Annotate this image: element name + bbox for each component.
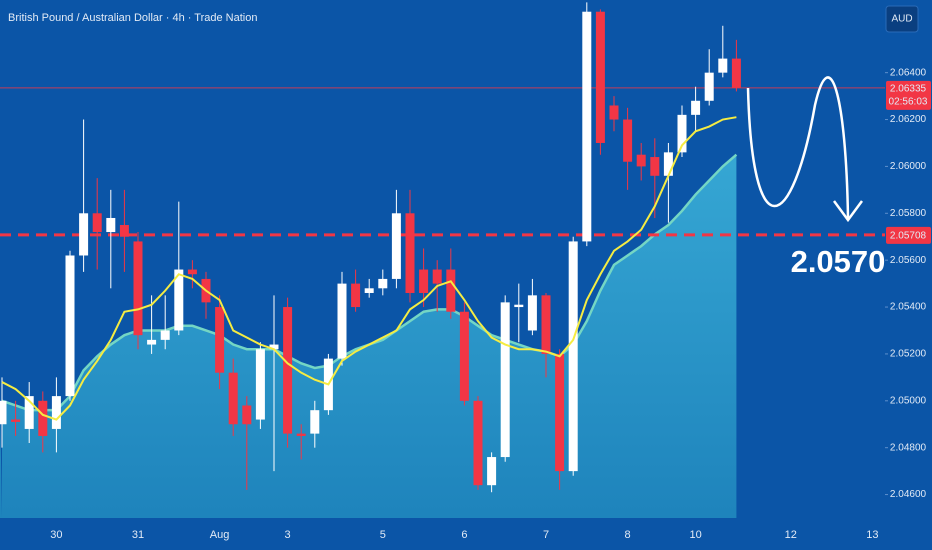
countdown-label: 02:56:03 xyxy=(889,97,928,108)
candle-body xyxy=(364,288,374,293)
candle-body xyxy=(555,353,565,472)
candle-body xyxy=(215,307,225,373)
x-tick-label: 13 xyxy=(866,529,878,541)
candle-body xyxy=(296,433,306,436)
candle-body xyxy=(133,241,143,336)
level-label: 2.05708 xyxy=(890,230,927,241)
candle-body xyxy=(283,307,293,434)
candle-body xyxy=(337,283,347,359)
candle-body xyxy=(650,157,660,176)
y-tick-label: 2.06200 xyxy=(890,114,927,125)
chart-title: British Pound / Australian Dollar · 4h ·… xyxy=(8,12,257,24)
candle-body xyxy=(432,269,442,284)
area-fill xyxy=(0,154,737,518)
candle-body xyxy=(147,339,157,345)
y-tick-label: 2.05400 xyxy=(890,302,927,313)
candle-body xyxy=(609,105,619,120)
candle-body xyxy=(310,410,320,434)
candle-body xyxy=(718,58,728,73)
candle-body xyxy=(473,400,483,486)
x-tick-label: 30 xyxy=(50,529,62,541)
y-tick-label: 2.05800 xyxy=(890,208,927,219)
x-tick-label: 5 xyxy=(380,529,386,541)
y-tick-label: 2.05000 xyxy=(890,395,927,406)
arrow-head xyxy=(832,200,864,223)
x-tick-label: 6 xyxy=(461,529,467,541)
level-tag xyxy=(886,226,931,244)
candle-body xyxy=(541,295,551,354)
candle-body xyxy=(187,269,197,275)
x-tick-label: 31 xyxy=(132,529,144,541)
candle-body xyxy=(527,295,537,331)
candle-body xyxy=(677,114,687,153)
current-price-label: 2.06335 xyxy=(890,84,927,95)
candle-body xyxy=(351,283,361,308)
plot-area xyxy=(0,2,885,518)
candle-body xyxy=(38,400,48,436)
candle-body xyxy=(568,241,578,472)
candle-body xyxy=(65,255,75,397)
candle-body xyxy=(623,119,633,162)
candle-body xyxy=(160,330,170,340)
y-tick-label: 2.04800 xyxy=(890,442,927,453)
candle-body xyxy=(419,269,429,293)
candle-body xyxy=(500,302,510,458)
candle-body xyxy=(106,217,116,233)
x-tick-label: 7 xyxy=(543,529,549,541)
candle-body xyxy=(405,213,415,293)
x-tick-label: 12 xyxy=(785,529,797,541)
candle-body xyxy=(704,72,714,101)
candle-body xyxy=(731,58,741,88)
candle-body xyxy=(663,152,673,176)
y-tick-label: 2.05600 xyxy=(890,255,927,266)
y-tick-label: 2.04600 xyxy=(890,489,927,500)
candle-body xyxy=(51,396,61,429)
x-tick-label: 3 xyxy=(285,529,291,541)
candle-body xyxy=(0,400,7,425)
candle-body xyxy=(255,349,265,420)
candle-body xyxy=(391,213,401,279)
moving-average xyxy=(1,116,737,421)
candle-body xyxy=(11,419,21,422)
candle-body xyxy=(228,372,238,425)
candle-body xyxy=(514,304,524,308)
candle-body xyxy=(595,11,605,143)
current-price-tag xyxy=(886,80,931,110)
candle-body xyxy=(636,154,646,167)
candle-body xyxy=(446,269,456,312)
candle-body xyxy=(119,225,129,237)
candle-body xyxy=(79,213,89,256)
x-tick-label: 8 xyxy=(625,529,631,541)
currency-label[interactable]: AUD xyxy=(891,14,912,25)
candle-body xyxy=(24,396,34,429)
x-tick-label: Aug xyxy=(210,529,230,541)
candle-body xyxy=(174,269,184,331)
candle-body xyxy=(242,405,252,425)
candle-body xyxy=(378,278,388,289)
y-tick-label: 2.05200 xyxy=(890,349,927,360)
annotation: 2.0570 xyxy=(791,244,886,279)
candle-body xyxy=(269,344,279,350)
candle-body xyxy=(582,11,592,242)
y-tick-label: 2.06000 xyxy=(890,161,927,172)
y-tick-label: 2.06400 xyxy=(890,67,927,78)
candle-body xyxy=(691,100,701,115)
x-tick-label: 10 xyxy=(689,529,701,541)
projection-arrow xyxy=(746,76,850,219)
candle-body xyxy=(487,457,497,486)
candle-body xyxy=(459,311,469,401)
overlay: AUD British Pound / Australian Dollar · … xyxy=(8,5,919,223)
candle-body xyxy=(92,213,102,233)
currency-button[interactable] xyxy=(885,5,919,33)
